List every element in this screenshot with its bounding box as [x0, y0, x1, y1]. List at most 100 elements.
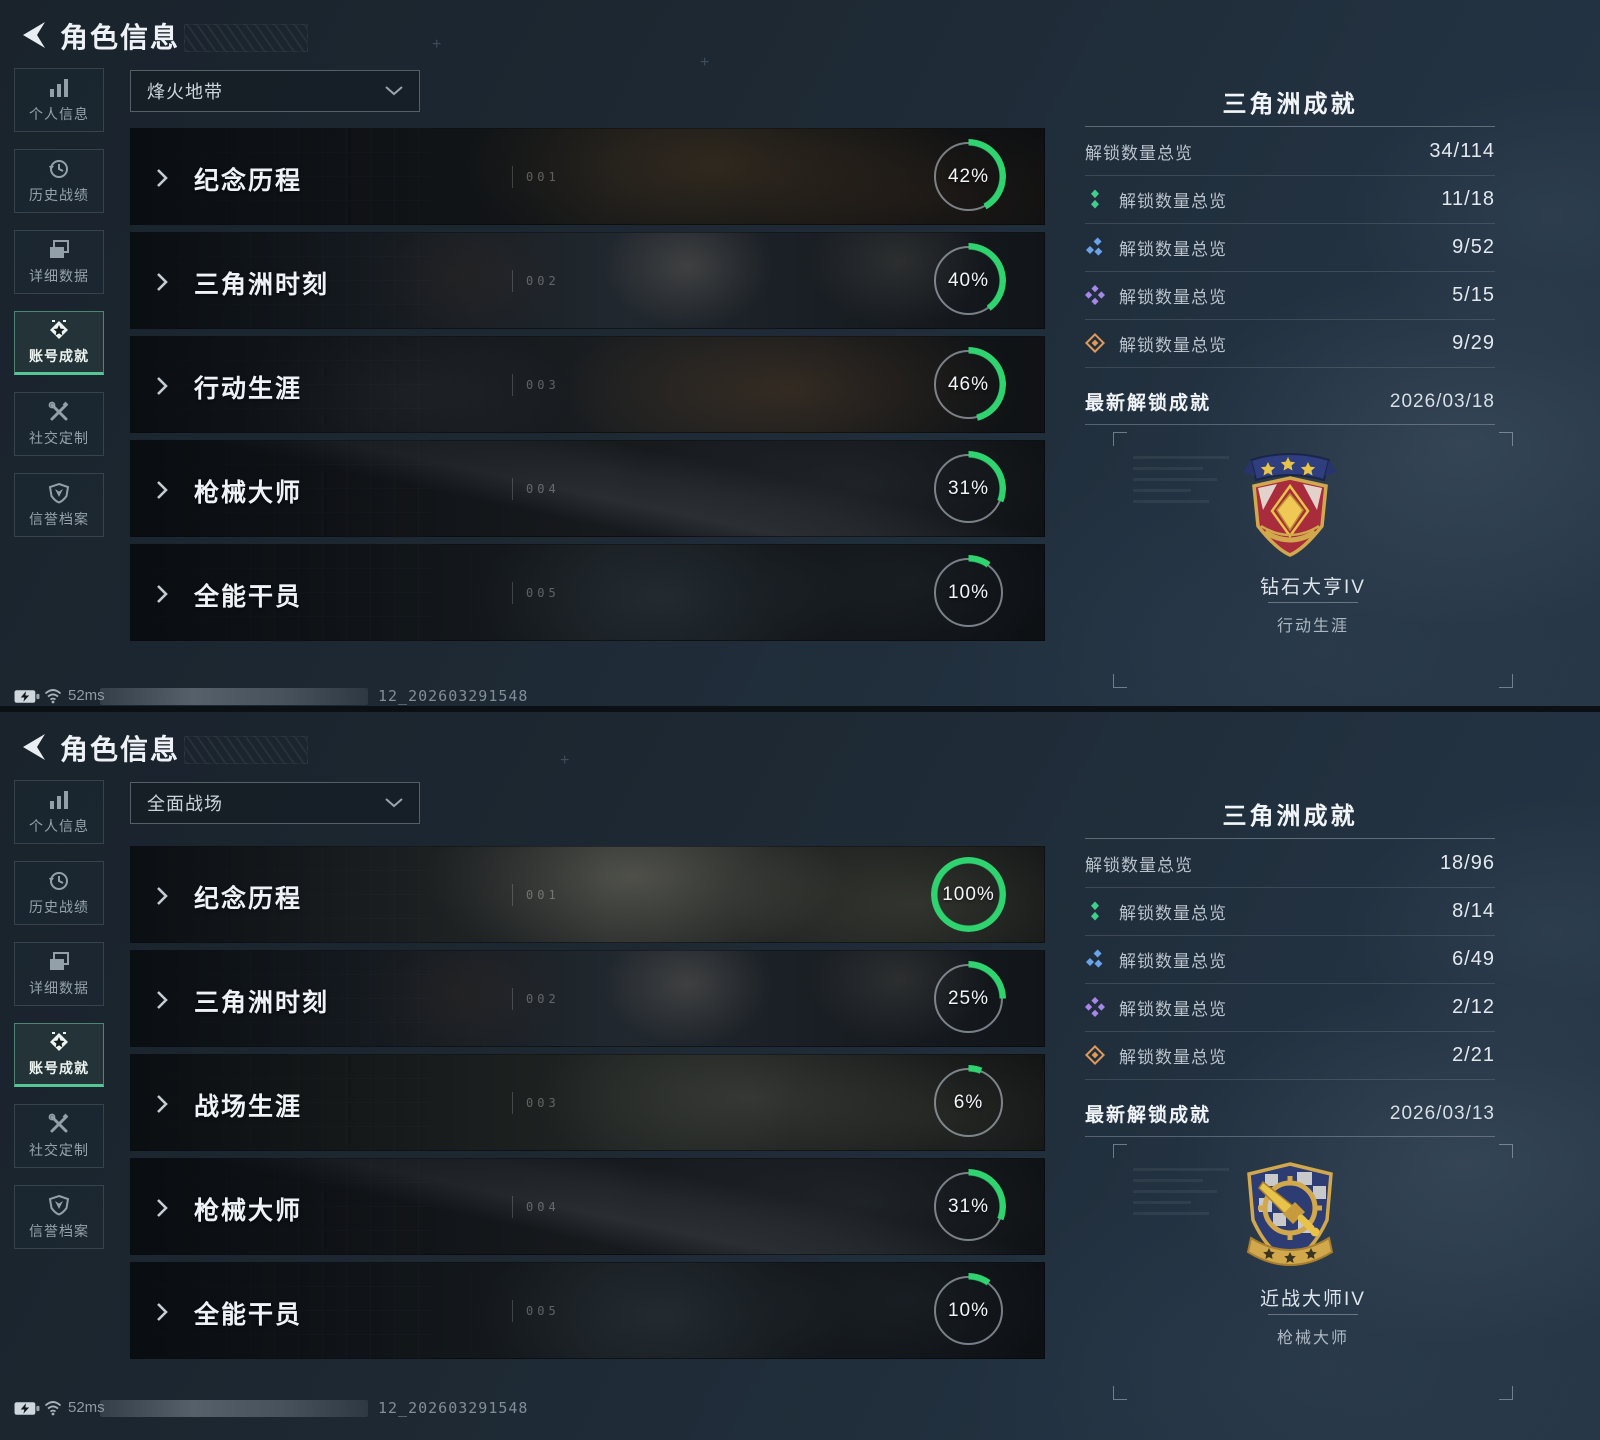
- sidebar-item-detailed-data[interactable]: 详细数据: [14, 230, 104, 294]
- page-title: 角色信息: [60, 22, 181, 53]
- back-arrow-icon[interactable]: [18, 732, 50, 762]
- shield-icon: [49, 482, 69, 503]
- row-index-divider: [512, 374, 513, 396]
- sidebar-item-achievements[interactable]: 账号成就: [14, 311, 104, 375]
- divider: [1085, 126, 1495, 127]
- frame-corner: [1499, 1386, 1513, 1400]
- mode-dropdown[interactable]: 全面战场: [130, 782, 420, 824]
- summary-total-label: 解锁数量总览: [1085, 855, 1193, 875]
- tools-icon: [48, 400, 70, 420]
- category-row-operator[interactable]: 全能干员 005 10%: [130, 544, 1045, 641]
- documents-icon: [49, 951, 69, 971]
- sidebar-item-detailed-data[interactable]: 详细数据: [14, 942, 104, 1006]
- category-index: 002: [526, 274, 560, 288]
- latest-unlock-row: 最新解锁成就 2026/03/13: [1085, 1100, 1495, 1127]
- chevron-right-icon: [156, 1094, 168, 1114]
- row-index-divider: [512, 1300, 513, 1322]
- category-row-operator[interactable]: 全能干员 005 10%: [130, 1262, 1045, 1359]
- sidebar: 个人信息 历史战绩 详细数据 账号成就 社交定制 信誉档案: [14, 68, 104, 554]
- chevron-right-icon: [156, 168, 168, 188]
- latest-badge-frame: 近战大师IV 枪械大师: [1113, 1144, 1513, 1400]
- bar-chart-icon: [50, 78, 68, 97]
- frame-corner: [1113, 1144, 1127, 1158]
- chevron-right-icon: [156, 990, 168, 1010]
- category-label: 枪械大师: [194, 1197, 303, 1225]
- back-arrow-icon[interactable]: [18, 20, 50, 50]
- achievement-category-list: 纪念历程 001 100% 三角洲时刻 002 25% 战场生涯 00: [130, 846, 1045, 1366]
- progress-arc: [931, 555, 1006, 630]
- progress-percent: 40%: [947, 269, 990, 291]
- sidebar-item-achievements[interactable]: 账号成就: [14, 1023, 104, 1087]
- progress-arc: [931, 1169, 1006, 1244]
- battery-charging-icon: [14, 690, 40, 703]
- progress-circle: 10%: [931, 555, 1006, 630]
- category-index: 004: [526, 482, 560, 496]
- category-row-gun-master[interactable]: 枪械大师 004 31%: [130, 440, 1045, 537]
- sidebar-item-history[interactable]: 历史战绩: [14, 149, 104, 213]
- category-row-career[interactable]: 行动生涯 003 46%: [130, 336, 1045, 433]
- progress-circle: 25%: [931, 961, 1006, 1036]
- status-bar: 52ms 12_202603291548: [0, 1396, 1600, 1424]
- row-index-divider: [512, 1196, 513, 1218]
- category-row-moments[interactable]: 三角洲时刻 002 25%: [130, 950, 1045, 1047]
- sidebar-item-social[interactable]: 社交定制: [14, 392, 104, 456]
- category-label: 纪念历程: [194, 167, 303, 195]
- category-index: 005: [526, 1304, 560, 1318]
- category-label: 行动生涯: [194, 375, 303, 403]
- summary-tier-row: 解锁数量总览 9/52: [1085, 223, 1495, 272]
- badge-category: 行动生涯: [1276, 618, 1349, 635]
- progress-circle: 42%: [931, 139, 1006, 214]
- row-index-divider: [512, 478, 513, 500]
- sidebar-item-personal-info[interactable]: 个人信息: [14, 68, 104, 132]
- mode-dropdown[interactable]: 烽火地带: [130, 70, 420, 112]
- frame-corner: [1499, 1144, 1513, 1158]
- tier-green-diamonds-icon: [1091, 901, 1099, 921]
- shield-icon: [49, 1194, 69, 1215]
- sidebar-item-reputation[interactable]: 信誉档案: [14, 473, 104, 537]
- row-index-divider: [512, 1092, 513, 1114]
- category-row-gun-master[interactable]: 枪械大师 004 31%: [130, 1158, 1045, 1255]
- category-row-moments[interactable]: 三角洲时刻 002 40%: [130, 232, 1045, 329]
- decorative-readout: [1133, 1168, 1229, 1223]
- progress-arc: [931, 139, 1006, 214]
- sidebar-item-history[interactable]: 历史战绩: [14, 861, 104, 925]
- sidebar-item-social[interactable]: 社交定制: [14, 1104, 104, 1168]
- chevron-right-icon: [156, 886, 168, 906]
- achievement-badge-image: [1235, 1158, 1345, 1276]
- progress-arc: [931, 961, 1006, 1036]
- summary-total-row: 解锁数量总览 18/96: [1085, 839, 1495, 888]
- achievement-badge-icon: [50, 319, 68, 339]
- category-row-battlefield-career[interactable]: 战场生涯 003 6%: [130, 1054, 1045, 1151]
- summary-tier-row: 解锁数量总览 5/15: [1085, 271, 1495, 320]
- hud-cross-marker: +: [700, 54, 710, 71]
- page-title: 角色信息: [60, 734, 181, 765]
- latest-unlock-label: 最新解锁成就: [1085, 1105, 1212, 1126]
- category-index: 002: [526, 992, 560, 1006]
- header-hatch-decoration: [184, 736, 308, 764]
- progress-arc: [931, 451, 1006, 526]
- progress-percent: 10%: [947, 581, 990, 603]
- chevron-right-icon: [156, 1302, 168, 1322]
- history-clock-icon: [48, 159, 68, 178]
- progress-arc: [931, 857, 1006, 932]
- tier-blue-diamonds-icon: [1086, 237, 1103, 256]
- sidebar-item-personal-info[interactable]: 个人信息: [14, 780, 104, 844]
- chevron-right-icon: [156, 1198, 168, 1218]
- progress-percent: 10%: [947, 1299, 990, 1321]
- category-index: 004: [526, 1200, 560, 1214]
- progress-percent: 31%: [947, 1195, 990, 1217]
- achievement-summary-panel: 三角洲成就 解锁数量总览 34/114 解锁数量总览 11/18 解锁数量总览 …: [1085, 0, 1513, 720]
- category-row-memorial[interactable]: 纪念历程 001 42%: [130, 128, 1045, 225]
- frame-corner: [1113, 674, 1127, 688]
- achievement-badge-icon: [50, 1031, 68, 1051]
- summary-total-row: 解锁数量总览 34/114: [1085, 127, 1495, 176]
- row-index-divider: [512, 270, 513, 292]
- hud-cross-marker: +: [560, 752, 570, 769]
- progress-arc: [931, 1273, 1006, 1348]
- sidebar-item-reputation[interactable]: 信誉档案: [14, 1185, 104, 1249]
- category-label: 纪念历程: [194, 885, 303, 913]
- category-row-memorial[interactable]: 纪念历程 001 100%: [130, 846, 1045, 943]
- mode-dropdown-value: 烽火地带: [147, 82, 223, 102]
- summary-total-value: 34/114: [1429, 139, 1495, 162]
- frame-corner: [1113, 1386, 1127, 1400]
